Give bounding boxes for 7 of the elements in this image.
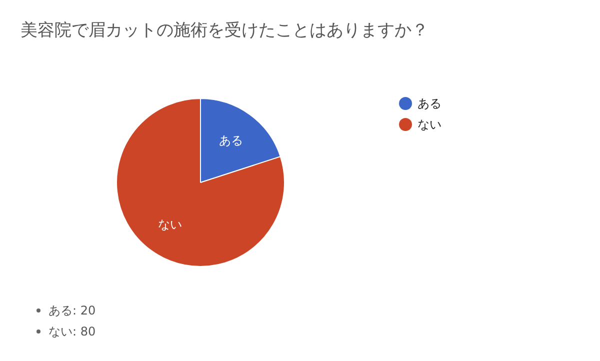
slice-label: ない bbox=[158, 218, 182, 232]
slice-label: ある bbox=[219, 133, 244, 148]
legend-label: ない bbox=[418, 118, 442, 132]
text: ない: 80 bbox=[48, 324, 96, 338]
legend-label: ある bbox=[418, 96, 442, 110]
chart-title: 美容院で眉カットの施術を受けたことはありますか？ bbox=[20, 20, 428, 40]
text: ある: 20 bbox=[48, 304, 96, 318]
